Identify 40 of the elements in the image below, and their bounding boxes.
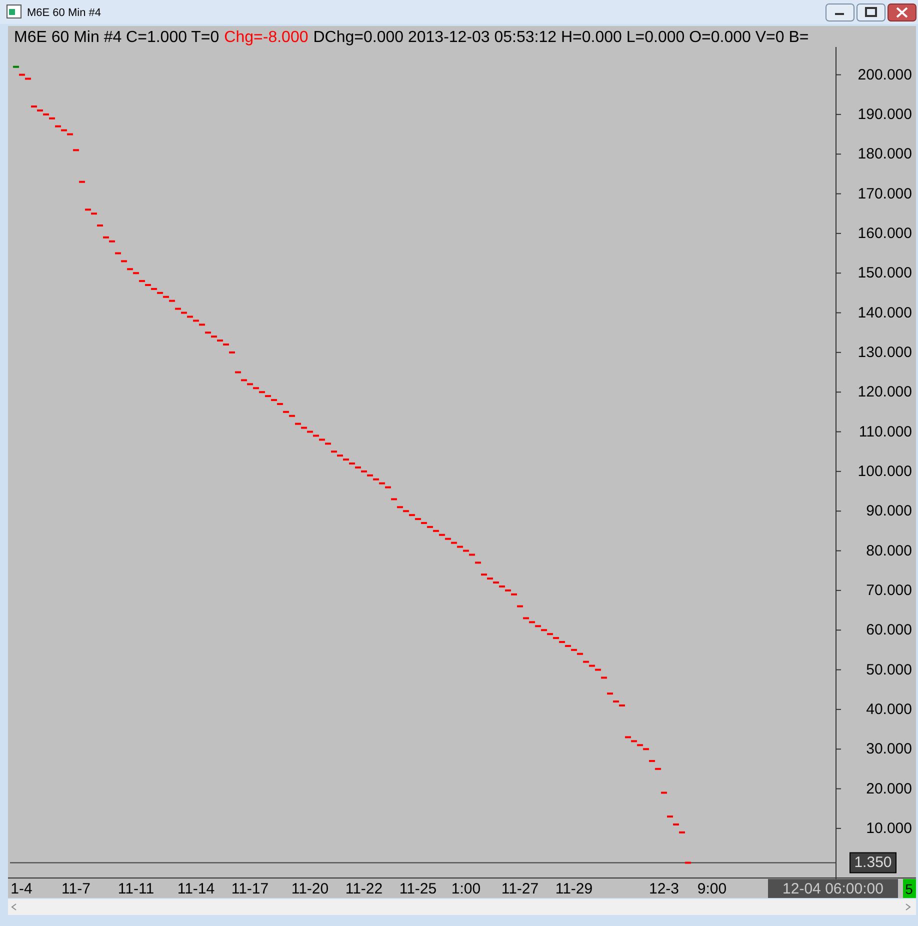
y-tick-label: 140.000 xyxy=(858,304,912,322)
y-tick-label: 110.000 xyxy=(858,423,912,440)
y-tick-label: 100.000 xyxy=(858,462,912,480)
chart-title: M6E 60 Min #4 C=1.000 T=0 xyxy=(14,29,220,46)
text: 5 xyxy=(905,881,914,897)
text: DChg=0.000 2013-12-03 05:53:12 H=0.000 L=0.000 O=0.000 V=0 B= xyxy=(313,29,809,46)
y-tick-label: 150.000 xyxy=(858,264,912,282)
x-tick-label: 11-20 xyxy=(291,880,329,898)
text: M6E 60 Min #4 xyxy=(27,7,101,19)
y-tick-label: 130.000 xyxy=(858,344,912,361)
y-tick-label: 120.000 xyxy=(858,384,912,401)
x-tick-label: 11-11 xyxy=(118,880,154,898)
chart-subtitle: Chg=-8.000 xyxy=(224,29,308,46)
x-tick-label: 11-7 xyxy=(62,880,90,898)
y-tick-label: 30.000 xyxy=(866,740,912,758)
y-tick-label: 160.000 xyxy=(858,224,912,242)
y-tick-label: 90.000 xyxy=(866,502,912,520)
y-tick-label: 70.000 xyxy=(866,582,912,599)
y-tick-label: 200.000 xyxy=(858,66,912,84)
x-tick-label: 11-25 xyxy=(399,880,437,898)
y-tick-label: 40.000 xyxy=(866,700,912,718)
y-tick-label: 10.000 xyxy=(866,820,912,837)
y-tick-label: 170.000 xyxy=(858,185,912,202)
x-tick-label: 11-27 xyxy=(501,880,539,898)
y-tick-label: 60.000 xyxy=(866,622,912,639)
y-tick-label: 80.000 xyxy=(866,542,912,560)
y-tick-label: 180.000 xyxy=(858,146,912,163)
x-tick-label: 11-29 xyxy=(555,880,593,898)
text: 12-04 06:00:00 xyxy=(782,880,884,898)
x-tick-label: 12-3 xyxy=(648,880,680,898)
x-tick-label: 9:00 xyxy=(697,880,727,898)
y-tick-label: 190.000 xyxy=(858,106,912,123)
x-tick-label: 11-14 xyxy=(177,880,215,898)
x-tick-label: 11-22 xyxy=(345,880,383,898)
y-tick-label: 50.000 xyxy=(866,661,912,678)
x-tick-label: 1-4 xyxy=(10,880,32,898)
x-tick-label: 1:00 xyxy=(451,880,481,898)
ref-line-label: 1.350 xyxy=(854,854,892,872)
x-tick-label: 11-17 xyxy=(231,880,269,898)
y-tick-label: 20.000 xyxy=(866,780,912,798)
